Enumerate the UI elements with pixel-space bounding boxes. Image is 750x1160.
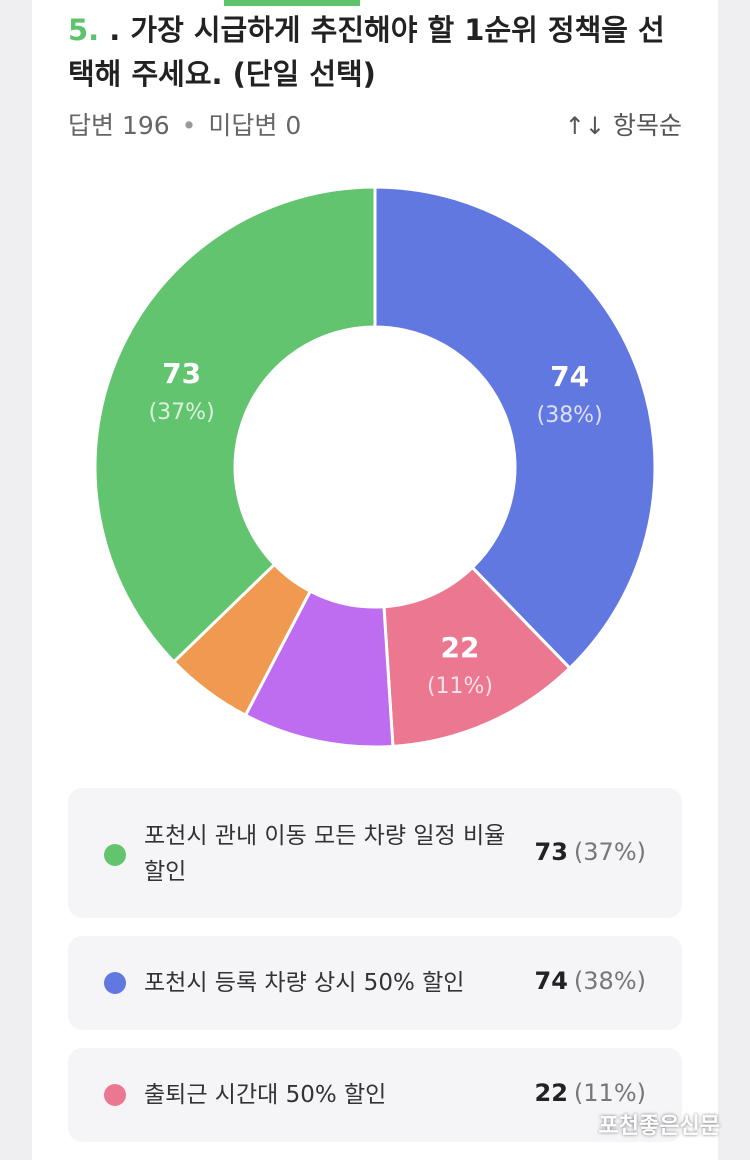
legend-count-1: 74 [534, 967, 568, 995]
donut-slice-0 [373, 185, 657, 671]
legend-value-2: 22 (11%) [535, 1079, 646, 1107]
slice-count-label-0: 74 [550, 360, 589, 393]
slice-count-label-4: 73 [162, 357, 201, 390]
legend-label-1: 포천시 등록 차량 상시 50% 할인 [144, 970, 465, 996]
response-stats: 답변 196 • 미답변 0 [68, 108, 301, 144]
slice-pct-label-0: (38%) [537, 403, 603, 428]
legend-dot-1 [104, 972, 126, 994]
legend-count-0: 73 [534, 838, 568, 866]
question-number: 5. [68, 13, 100, 47]
question-text: . 가장 시급하게 추진해야 할 1순위 정책을 선택해 주세요. (단일 선택… [68, 13, 665, 91]
legend-label-2: 출퇴근 시간대 50% 할인 [144, 1082, 387, 1108]
donut-slice-4 [93, 185, 377, 664]
donut-chart: 74 (38%) 22 (11%) 73 (37%) [93, 185, 657, 749]
sort-button[interactable]: ↑↓ 항목순 [565, 108, 682, 144]
legend-dot-0 [104, 844, 126, 866]
slice-pct-label-1: (11%) [427, 674, 493, 699]
legend-pct-1: (38%) [573, 967, 646, 995]
legend-pct-2: (11%) [573, 1079, 646, 1107]
unanswered-count: 미답변 0 [208, 111, 302, 140]
question-title: 5. . 가장 시급하게 추진해야 할 1순위 정책을 선택해 주세요. (단일… [68, 8, 688, 96]
stats-separator: • [181, 111, 197, 140]
legend-value-0: 73 (37%) [535, 838, 646, 866]
watermark: 포천좋은신문 [598, 1114, 720, 1139]
legend-pct-0: (37%) [573, 838, 646, 866]
slice-count-label-1: 22 [441, 631, 480, 664]
legend-value-1: 74 (38%) [535, 967, 646, 995]
legend-dot-2 [104, 1084, 126, 1106]
answered-count: 답변 196 [68, 111, 170, 140]
legend-item-1[interactable]: 포천시 등록 차량 상시 50% 할인 74 (38%) [68, 936, 682, 1030]
active-tab-indicator [224, 0, 360, 6]
slice-pct-label-4: (37%) [149, 400, 215, 425]
legend-label-0: 포천시 관내 이동 모든 차량 일정 비율 할인 [144, 823, 506, 885]
sort-label: 항목순 [612, 111, 682, 140]
legend-item-0[interactable]: 포천시 관내 이동 모든 차량 일정 비율 할인 73 (37%) [68, 788, 682, 918]
sort-arrows-icon: ↑↓ [564, 112, 605, 140]
legend-count-2: 22 [534, 1079, 568, 1107]
legend-item-2[interactable]: 출퇴근 시간대 50% 할인 22 (11%) [68, 1048, 682, 1142]
